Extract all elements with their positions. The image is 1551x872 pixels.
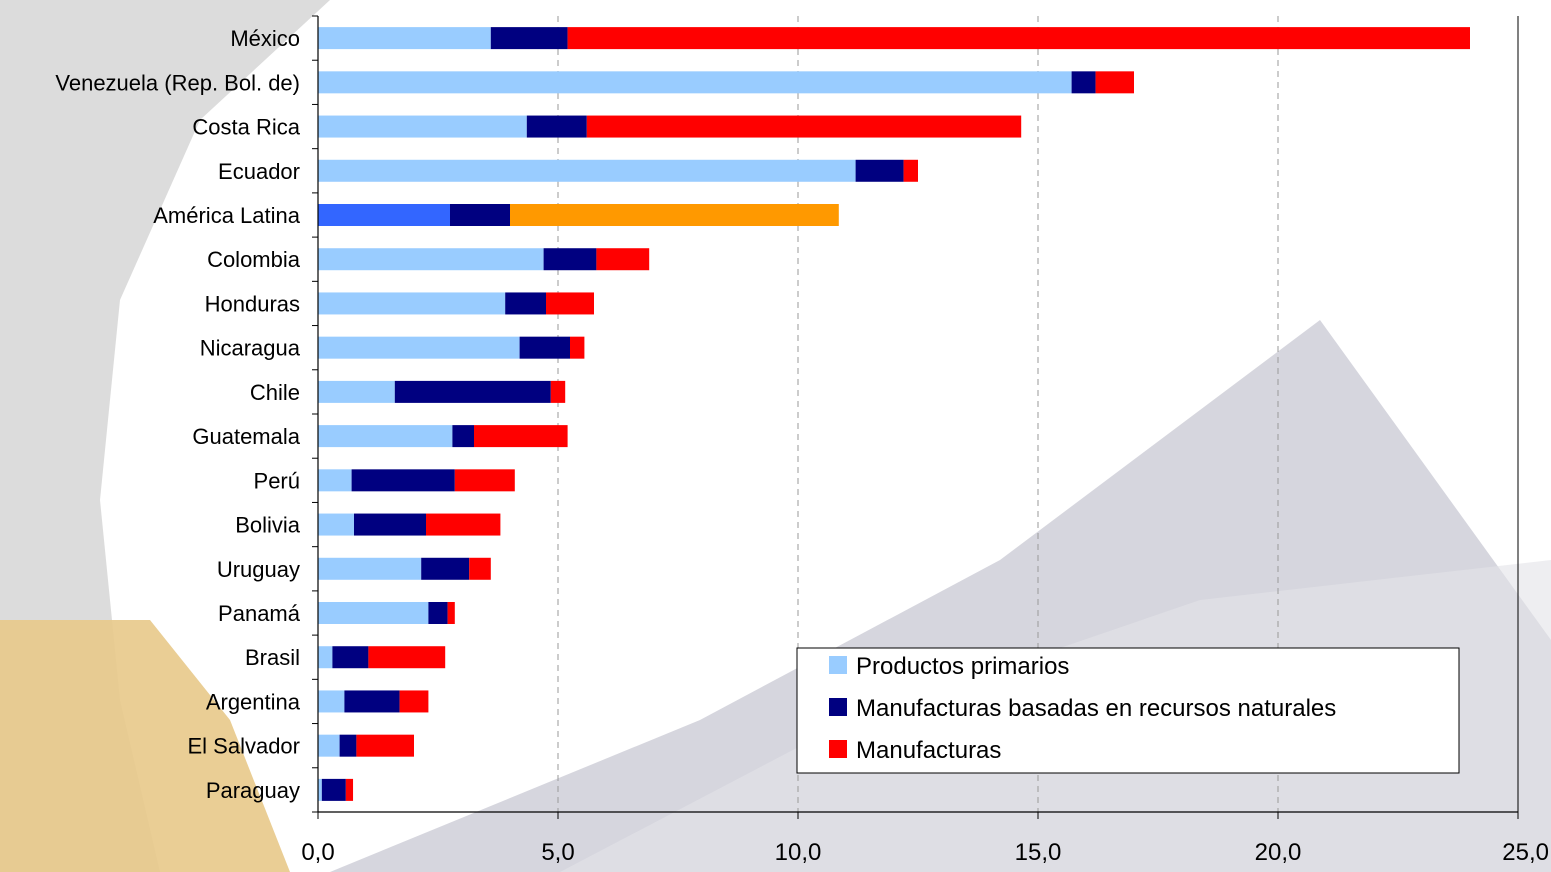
x-tick-label-0: 0,0 [301,839,334,866]
legend-label-1: Manufacturas basadas en recursos natural… [856,695,1336,722]
x-tick-label-4: 20,0 [1255,839,1302,866]
bar-colombia-s0 [318,248,544,271]
category-label-costa-rica: Costa Rica [192,115,300,140]
bar-el-salvador-s2 [356,734,414,757]
bar-argentina-s2 [399,690,429,713]
bar-peru-s1 [351,469,455,492]
bar-peru-s0 [318,469,352,492]
bar-peru-s2 [454,469,515,492]
category-label-chile: Chile [250,380,300,405]
bar-costa-rica-s1 [526,115,587,138]
bar-costa-rica-s0 [318,115,527,138]
bar-bolivia-s0 [318,513,354,536]
bar-chile-s1 [394,380,551,403]
category-label-venezuela-rep-bol-de: Venezuela (Rep. Bol. de) [55,70,300,95]
bar-paraguay-s1 [321,778,346,801]
axes [312,15,1519,819]
bar-honduras-s2 [546,292,594,315]
bar-bolivia-s1 [354,513,426,536]
bar-mexico-s2 [567,27,1470,50]
category-label-brasil: Brasil [245,645,300,670]
category-label-panama: Panamá [218,601,301,626]
legend-label-2: Manufacturas [856,737,1001,764]
bar-chile-s0 [318,380,395,403]
category-label-el-salvador: El Salvador [187,734,300,759]
bar-guatemala-s0 [318,425,453,448]
category-labels: México Venezuela (Rep. Bol. de) Costa Rica… [55,26,300,803]
bar-uruguay-s1 [421,557,470,580]
bar-brasil-s0 [318,646,333,669]
bar-panama-s2 [447,602,455,624]
legend-swatch-1 [829,698,847,716]
bar-argentina-s0 [318,690,345,713]
bar-nicaragua-s1 [519,336,570,359]
bar-brasil-s1 [332,646,369,669]
bar-argentina-s1 [344,690,400,713]
tick-labels: 0,0 5,0 10,0 15,0 20,0 25,0 [301,839,1549,866]
legend-box [796,647,1460,774]
bar-uruguay-s0 [318,557,422,580]
bar-america-latina-s1 [450,204,510,226]
bar-paraguay-s2 [345,778,354,801]
legend: Productos primarios Manufacturas basadas … [796,647,1460,774]
x-tick-label-1: 5,0 [541,839,574,866]
bars [318,27,1470,801]
bar-brasil-s2 [368,646,446,669]
bar-el-salvador-s0 [318,734,340,757]
category-label-paraguay: Paraguay [206,778,300,803]
category-label-honduras: Honduras [205,291,300,316]
legend-label-0: Productos primarios [856,653,1069,680]
bar-panama-s1 [428,602,448,624]
bar-venezuela-rep-bol-de-s0 [318,71,1072,94]
bar-mexico-s1 [490,27,568,50]
category-label-america-latina: América Latina [153,203,301,228]
bar-bolivia-s2 [426,513,501,536]
bar-ecuador-s2 [903,159,918,182]
bar-paraguay-s0 [318,778,322,801]
category-label-guatemala: Guatemala [192,424,300,449]
bar-ecuador-s0 [318,159,856,182]
category-label-ecuador: Ecuador [218,159,300,184]
legend-swatch-0 [829,656,847,674]
category-label-mexico: México [230,26,300,51]
bar-guatemala-s2 [474,425,568,448]
category-label-peru: Perú [254,468,300,493]
bar-panama-s0 [318,602,429,624]
bar-mexico-s0 [318,27,491,50]
bar-america-latina-s2 [510,204,839,226]
bar-honduras-s1 [505,292,546,315]
bar-colombia-s2 [596,248,650,271]
category-label-argentina: Argentina [206,689,301,714]
bar-honduras-s0 [318,292,506,315]
bar-costa-rica-s2 [586,115,1022,138]
bar-ecuador-s1 [855,159,904,182]
x-tick-label-2: 10,0 [775,839,822,866]
category-label-colombia: Colombia [207,247,301,272]
bar-chile-s2 [550,380,566,403]
bar-venezuela-rep-bol-de-s2 [1095,71,1134,94]
category-label-uruguay: Uruguay [217,557,300,582]
category-label-nicaragua: Nicaragua [200,336,301,361]
bar-colombia-s1 [543,248,597,271]
bar-guatemala-s1 [452,425,474,448]
x-tick-label-3: 15,0 [1015,839,1062,866]
category-label-bolivia: Bolivia [235,513,301,538]
bar-uruguay-s2 [469,557,491,580]
bar-venezuela-rep-bol-de-s1 [1071,71,1096,94]
bar-nicaragua-s0 [318,336,520,359]
bar-nicaragua-s2 [570,336,585,359]
bar-el-salvador-s1 [339,734,357,757]
x-tick-label-5: 25,0 [1502,839,1549,866]
bar-america-latina-s0 [318,204,450,226]
legend-swatch-2 [829,740,847,758]
